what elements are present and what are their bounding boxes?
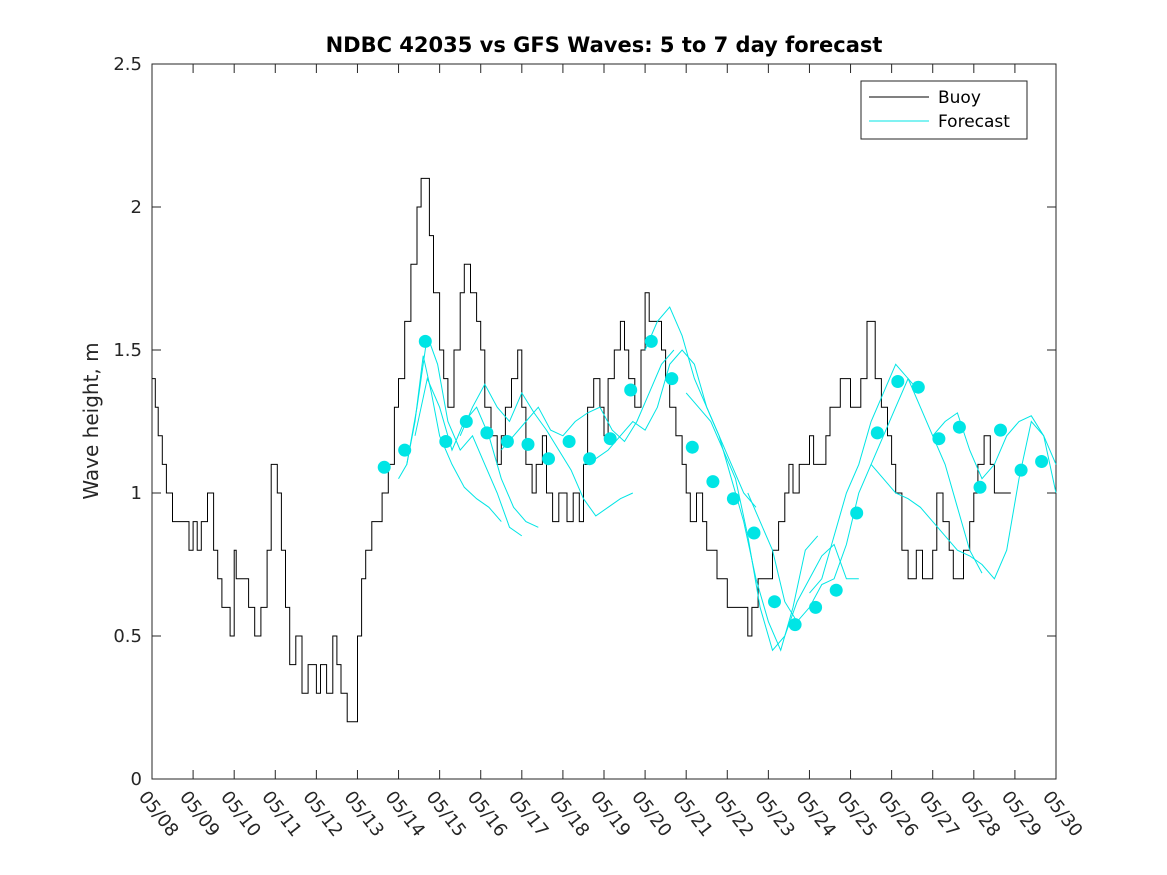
forecast-trace bbox=[406, 335, 523, 537]
y-tick-label: 0.5 bbox=[113, 626, 142, 647]
legend-box bbox=[860, 80, 1028, 140]
x-tick-label: 05/19 bbox=[586, 787, 634, 841]
x-tick-label: 05/17 bbox=[504, 787, 552, 841]
y-tick-label: 2 bbox=[131, 197, 142, 218]
x-tick-label: 05/13 bbox=[340, 787, 388, 841]
x-tick-label: 05/12 bbox=[298, 787, 346, 841]
x-tick-label: 05/18 bbox=[545, 787, 593, 841]
forecast-marker bbox=[500, 435, 514, 448]
forecast-trace bbox=[414, 376, 539, 528]
forecast-marker bbox=[480, 426, 494, 440]
forecast-marker bbox=[788, 618, 802, 632]
forecast-trace bbox=[459, 383, 634, 517]
x-tick-label: 05/10 bbox=[216, 787, 264, 841]
y-tick-label: 0 bbox=[131, 769, 142, 790]
x-tick-label: 05/28 bbox=[956, 787, 1004, 841]
x-tick-label: 05/29 bbox=[997, 787, 1045, 841]
forecast-marker bbox=[726, 492, 740, 506]
x-tick-label: 05/21 bbox=[668, 787, 716, 841]
forecast-markers bbox=[377, 334, 1049, 632]
forecast-marker bbox=[685, 440, 699, 454]
forecast-marker bbox=[870, 426, 884, 440]
x-tick-label: 05/14 bbox=[381, 787, 429, 841]
legend: Buoy Forecast bbox=[860, 80, 1028, 140]
forecast-marker bbox=[952, 420, 966, 434]
y-tick-label: 1.5 bbox=[113, 340, 142, 361]
x-tick-label: 05/27 bbox=[915, 787, 963, 841]
x-tick-label: 05/11 bbox=[257, 787, 305, 841]
x-tick-label: 05/26 bbox=[874, 787, 922, 841]
forecast-marker bbox=[829, 583, 843, 597]
forecast-marker bbox=[973, 480, 987, 494]
forecast-marker bbox=[603, 432, 617, 446]
forecast-trace bbox=[644, 306, 819, 652]
x-tick-label: 05/09 bbox=[175, 787, 223, 841]
forecast-marker bbox=[439, 435, 453, 448]
forecast-marker bbox=[1014, 463, 1028, 477]
forecast-marker bbox=[624, 383, 638, 397]
forecast-trace bbox=[870, 420, 1057, 580]
forecast-marker bbox=[398, 443, 412, 457]
forecast-marker bbox=[542, 452, 555, 466]
forecast-marker bbox=[644, 334, 658, 348]
forecast-marker bbox=[665, 372, 679, 386]
y-tick-label: 2.5 bbox=[113, 54, 142, 75]
forecast-trace bbox=[685, 392, 859, 652]
x-tick-label: 05/20 bbox=[627, 787, 675, 841]
forecast-marker bbox=[911, 380, 925, 394]
forecast-marker bbox=[747, 526, 761, 540]
chart-title: NDBC 42035 vs GFS Waves: 5 to 7 day fore… bbox=[326, 33, 883, 57]
forecast-trace bbox=[932, 412, 1057, 494]
forecast-marker bbox=[377, 460, 391, 474]
buoy-line bbox=[152, 177, 1011, 723]
legend-forecast-label: Forecast bbox=[938, 112, 1010, 132]
forecast-marker bbox=[521, 437, 535, 451]
x-tick-label: 05/23 bbox=[750, 787, 798, 841]
x-tick-label: 05/08 bbox=[134, 787, 182, 841]
forecast-marker bbox=[932, 432, 946, 446]
forecast-marker bbox=[418, 334, 432, 348]
forecast-marker bbox=[583, 452, 597, 466]
forecast-trace bbox=[583, 349, 757, 508]
forecast-marker bbox=[850, 506, 864, 520]
forecast-trace bbox=[747, 377, 921, 623]
x-tick-label: 05/24 bbox=[792, 787, 840, 841]
y-tick-label: 1 bbox=[131, 483, 142, 504]
forecast-marker bbox=[994, 423, 1007, 437]
forecast-trace bbox=[500, 349, 675, 451]
forecast-trace bbox=[809, 363, 983, 594]
x-tick-label: 05/15 bbox=[422, 787, 470, 841]
forecast-series bbox=[398, 306, 1057, 652]
x-tick-label: 05/25 bbox=[833, 787, 881, 841]
buoy-series bbox=[152, 177, 1011, 723]
forecast-marker bbox=[809, 600, 823, 614]
forecast-marker bbox=[1035, 455, 1049, 468]
plot-area: 00.511.522.5 05/0805/0905/1005/1105/1205… bbox=[113, 54, 1086, 841]
forecast-marker bbox=[891, 375, 905, 388]
y-ticks: 0 0.5 1 1.5 2 2.5 bbox=[113, 54, 1056, 790]
forecast-marker bbox=[562, 435, 576, 448]
forecast-marker bbox=[706, 475, 720, 489]
forecast-marker bbox=[459, 415, 473, 428]
forecast-marker bbox=[768, 595, 781, 609]
y-axis-label: Wave height, m bbox=[79, 342, 103, 499]
legend-buoy-label: Buoy bbox=[938, 88, 981, 108]
x-tick-label: 05/22 bbox=[709, 787, 757, 841]
x-tick-label: 05/30 bbox=[1038, 787, 1086, 841]
x-tick-label: 05/16 bbox=[463, 787, 511, 841]
